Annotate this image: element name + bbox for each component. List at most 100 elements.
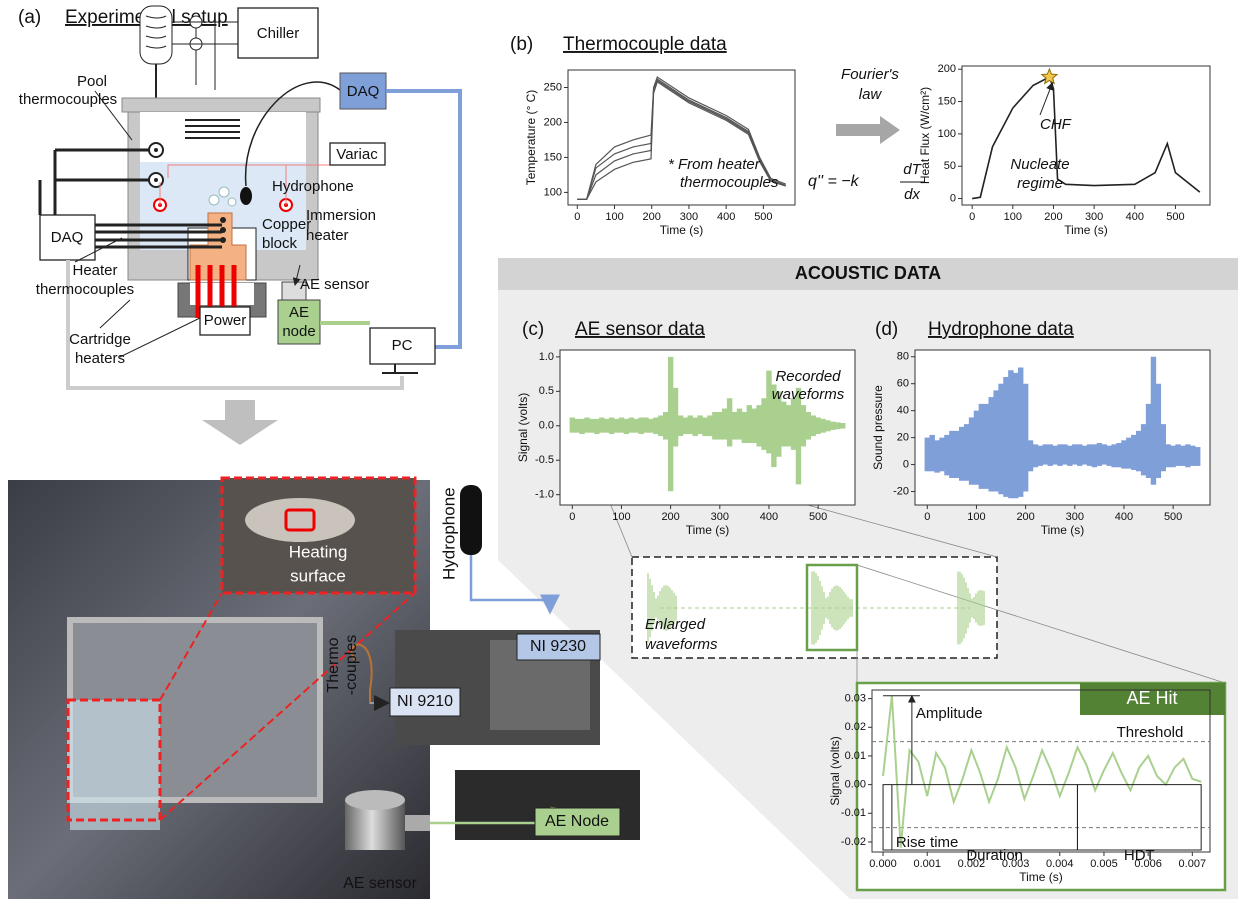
y-tick-label: 0.00 [845,779,866,791]
x-tick-label: 200 [1016,511,1034,523]
y-axis-label: Signal (volts) [828,736,842,805]
y-tick-label: 0 [903,458,909,470]
annotation: Rise time [896,834,959,851]
y-tick-label: 0.01 [845,750,866,762]
chart: 0100200300400500100150200250Time (s)Temp… [524,70,795,237]
label: AE sensor [300,276,369,293]
x-axis-label: Time (s) [660,223,704,237]
label: Variac [336,146,378,163]
x-axis-label: Time (s) [1041,523,1085,537]
y-tick-label: 1.0 [539,351,554,363]
label: Hydrophone [272,178,354,195]
x-tick-label: 0.007 [1179,858,1207,870]
x-tick-label: 0 [574,211,580,223]
photo-label: AE sensor [343,875,417,892]
x-axis-label: Time (s) [1064,223,1108,237]
x-tick-label: 300 [1066,511,1084,523]
x-tick-label: 0.001 [913,858,941,870]
annotation: Threshold [1117,724,1184,741]
x-tick-label: 500 [754,211,772,223]
acoustic-title: ACOUSTIC DATA [795,263,941,283]
x-tick-label: 300 [1085,211,1103,223]
label: heater [306,227,349,244]
x-tick-label: 100 [1004,211,1022,223]
photo-label: -couples [343,635,360,695]
panel-title: Hydrophone data [928,319,1074,340]
arrow [836,116,900,144]
panel-label: (a) [18,7,41,28]
x-tick-label: 0.000 [869,858,897,870]
x-tick-label: 400 [717,211,735,223]
x-tick-label: 100 [605,211,623,223]
panel-title: Thermocouple data [563,34,727,55]
label: node [282,323,315,340]
y-axis-label: Signal (volts) [516,393,530,462]
x-tick-label: 0 [924,511,930,523]
x-tick-label: 100 [967,511,985,523]
photo-label: NI 9210 [397,693,453,710]
y-tick-label: 80 [897,351,909,363]
x-tick-label: 500 [1164,511,1182,523]
label: Enlarged [645,616,706,633]
label: block [262,235,298,252]
label: Power [204,312,247,329]
y-tick-label: 0.0 [539,420,554,432]
y-tick-label: 100 [544,186,562,198]
y-tick-label: 150 [544,151,562,163]
label: DAQ [347,83,380,100]
panel-label: (b) [510,34,533,55]
panel-label: (d) [875,319,898,340]
label: DAQ [51,229,84,246]
x-tick-label: 0.004 [1046,858,1074,870]
annotation: Duration [966,847,1023,864]
label: Pool [77,73,107,90]
panel-title: AE sensor data [575,319,705,340]
label: Immersion [306,207,376,224]
y-tick-label: -0.5 [535,454,554,466]
label: Heater [72,262,117,279]
panel-label: (c) [522,319,544,340]
y-tick-label: 60 [897,378,909,390]
y-tick-label: 200 [544,116,562,128]
label: PC [392,337,413,354]
annotation: thermocouples [680,174,779,191]
x-axis-label: Time (s) [1019,870,1063,884]
label: thermocouples [19,91,117,108]
x-tick-label: 200 [1044,211,1062,223]
x-tick-label: 200 [661,511,679,523]
y-tick-label: 20 [897,432,909,444]
x-tick-label: 400 [1115,511,1133,523]
setup-diagram [40,6,460,445]
x-tick-label: 0.005 [1090,858,1118,870]
label: law [859,86,883,103]
label: AE [289,304,309,321]
y-axis-label: Heat Flux (W/cm²) [918,87,932,184]
photo-label: Heating [289,542,348,561]
x-tick-label: 500 [1166,211,1184,223]
label: Fourier's [841,66,899,83]
x-tick-label: 200 [643,211,661,223]
annotation: HDT [1124,847,1155,864]
y-tick-label: -0.01 [841,807,866,819]
photo-label: surface [290,566,346,585]
annotation: waveforms [772,386,845,403]
annotation: Amplitude [916,705,983,722]
x-tick-label: 300 [711,511,729,523]
y-axis-label: Temperature (° C) [524,90,538,186]
annotation: CHF [1040,116,1072,133]
figure: ACOUSTIC DATA (a) Experimental setup [0,0,1238,899]
x-tick-label: 0 [969,211,975,223]
label: thermocouples [36,281,134,298]
label: heaters [75,350,125,367]
annotation: Recorded [775,368,841,385]
y-tick-label: 50 [944,160,956,172]
y-tick-label: 100 [938,128,956,140]
y-tick-label: 0.03 [845,693,866,705]
y-tick-label: 0.5 [539,385,554,397]
y-tick-label: 250 [544,81,562,93]
x-tick-label: 400 [1126,211,1144,223]
photo-label: NI 9230 [530,638,586,655]
y-tick-label: 40 [897,405,909,417]
annotation: regime [1017,175,1063,192]
